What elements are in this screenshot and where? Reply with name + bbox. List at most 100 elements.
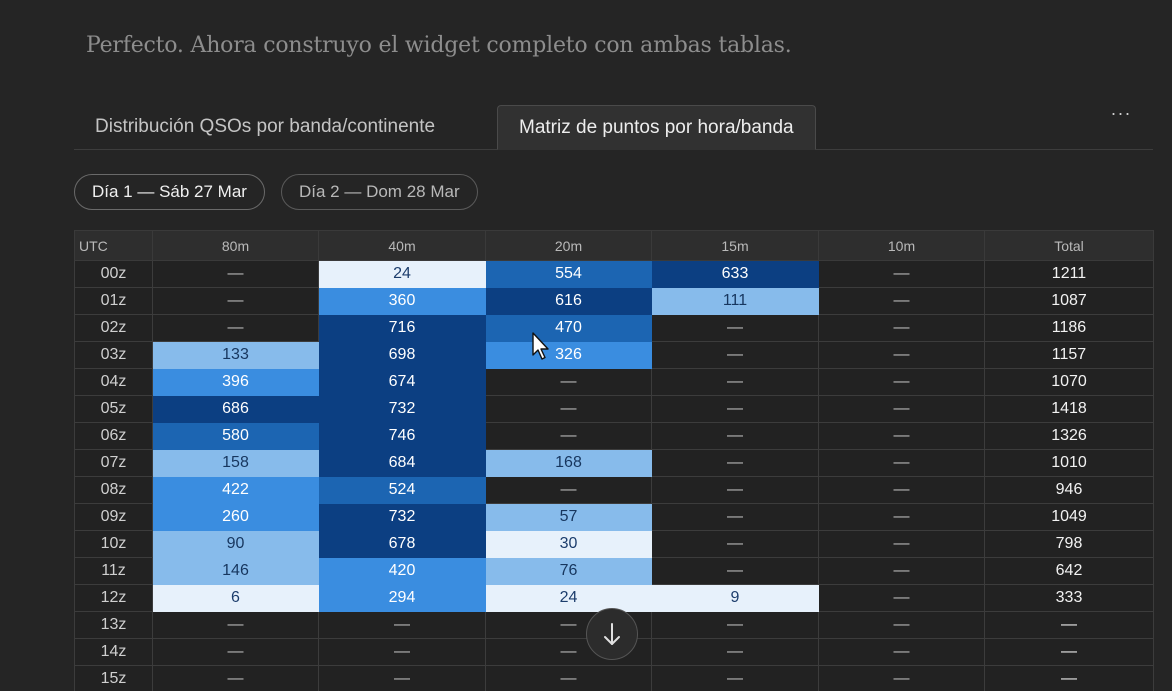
points-cell-15m: — [651,449,819,477]
points-cell-15m: — [651,395,819,423]
hour-cell: 02z [74,314,153,342]
points-cell-20m: — [485,476,652,504]
points-cell-10m: — [818,395,985,423]
points-matrix-table: UTC 80m 40m 20m 15m 10m Total 00z —24 554 6… [74,230,1154,691]
points-cell-40m: 698 [318,341,486,369]
column-header-80m: 80m [152,230,319,261]
points-cell-20m: — [485,395,652,423]
points-cell-15m: — [651,530,819,558]
points-cell-15m: — [651,665,819,691]
points-cell-15m: 111 [651,287,819,315]
points-cell-20m: 24 [485,584,652,612]
hour-cell: 04z [74,368,153,396]
table-header-row: UTC 80m 40m 20m 15m 10m Total [74,230,1154,261]
column-header-40m: 40m [318,230,486,261]
assistant-message-text: Perfecto. Ahora construyo el widget comp… [86,33,792,58]
points-cell-40m: 674 [318,368,486,396]
hour-cell: 13z [74,611,153,639]
points-cell-40m: 360 [318,287,486,315]
points-cell-20m: — [485,368,652,396]
points-cell-10m: — [818,476,985,504]
table-row: 10z 90 678 30— —798 [74,530,1154,558]
points-cell-10m: — [818,314,985,342]
hour-cell: 07z [74,449,153,477]
points-cell-20m: 168 [485,449,652,477]
hour-cell: 03z [74,341,153,369]
points-cell-40m: 24 [318,260,486,288]
points-cell-10m: — [818,368,985,396]
points-cell-15m: — [651,611,819,639]
points-cell-15m: — [651,557,819,585]
points-cell-40m: 294 [318,584,486,612]
table-row: 11z 146 420 76— —642 [74,557,1154,585]
table-row: 12z 6 294 24 9—333 [74,584,1154,612]
points-cell-40m: — [318,638,486,666]
points-cell-10m: — [818,611,985,639]
table-row: 01z —360 616 111—1087 [74,287,1154,315]
arrow-down-icon [604,623,620,645]
hour-cell: 11z [74,557,153,585]
table-row: 05z 686 732— — —1418 [74,395,1154,423]
total-cell: 1211 [984,260,1154,288]
points-cell-15m: — [651,422,819,450]
points-cell-40m: — [318,665,486,691]
column-header-10m: 10m [818,230,985,261]
points-cell-40m: 732 [318,503,486,531]
points-cell-80m: 146 [152,557,319,585]
day-2-button[interactable]: Día 2 — Dom 28 Mar [281,174,478,210]
tab-matriz-puntos[interactable]: Matriz de puntos por hora/banda [497,105,816,150]
hour-cell: 15z [74,665,153,691]
points-cell-15m: — [651,341,819,369]
points-cell-10m: — [818,530,985,558]
column-header-15m: 15m [651,230,819,261]
points-cell-10m: — [818,638,985,666]
more-options-icon[interactable]: ··· [1110,103,1132,123]
points-cell-40m: — [318,611,486,639]
points-cell-20m: 76 [485,557,652,585]
total-cell: 946 [984,476,1154,504]
points-cell-15m: — [651,503,819,531]
points-cell-20m: 326 [485,341,652,369]
points-cell-40m: 420 [318,557,486,585]
table-row: 04z 396 674— — —1070 [74,368,1154,396]
points-cell-15m: — [651,368,819,396]
total-cell: 1186 [984,314,1154,342]
table-row: 15z — — — — — — [74,665,1154,691]
points-cell-10m: — [818,665,985,691]
total-cell: — [984,665,1154,691]
points-cell-80m: 422 [152,476,319,504]
column-header-utc: UTC [74,230,153,261]
points-cell-40m: 524 [318,476,486,504]
hour-cell: 00z [74,260,153,288]
points-cell-20m: 30 [485,530,652,558]
column-header-total: Total [984,230,1154,261]
total-cell: 1326 [984,422,1154,450]
day-1-button[interactable]: Día 1 — Sáb 27 Mar [74,174,265,210]
points-cell-40m: 684 [318,449,486,477]
points-cell-80m: 580 [152,422,319,450]
points-cell-10m: — [818,557,985,585]
tab-distribucion-qsos[interactable]: Distribución QSOs por banda/continente [95,116,436,137]
points-cell-20m: 554 [485,260,652,288]
points-cell-80m: — [152,314,319,342]
total-cell: 798 [984,530,1154,558]
points-cell-10m: — [818,287,985,315]
points-cell-40m: 746 [318,422,486,450]
points-cell-80m: 686 [152,395,319,423]
points-cell-10m: — [818,584,985,612]
total-cell: 1418 [984,395,1154,423]
points-cell-15m: — [651,638,819,666]
points-cell-80m: 6 [152,584,319,612]
points-cell-80m: 90 [152,530,319,558]
points-cell-20m: — [485,665,652,691]
scroll-to-bottom-button[interactable] [586,608,638,660]
table-row: 06z 580 746— — —1326 [74,422,1154,450]
hour-cell: 14z [74,638,153,666]
points-cell-80m: 133 [152,341,319,369]
points-cell-80m: — [152,260,319,288]
points-cell-10m: — [818,422,985,450]
hour-cell: 12z [74,584,153,612]
mouse-pointer-icon [531,331,551,361]
points-cell-20m: — [485,422,652,450]
